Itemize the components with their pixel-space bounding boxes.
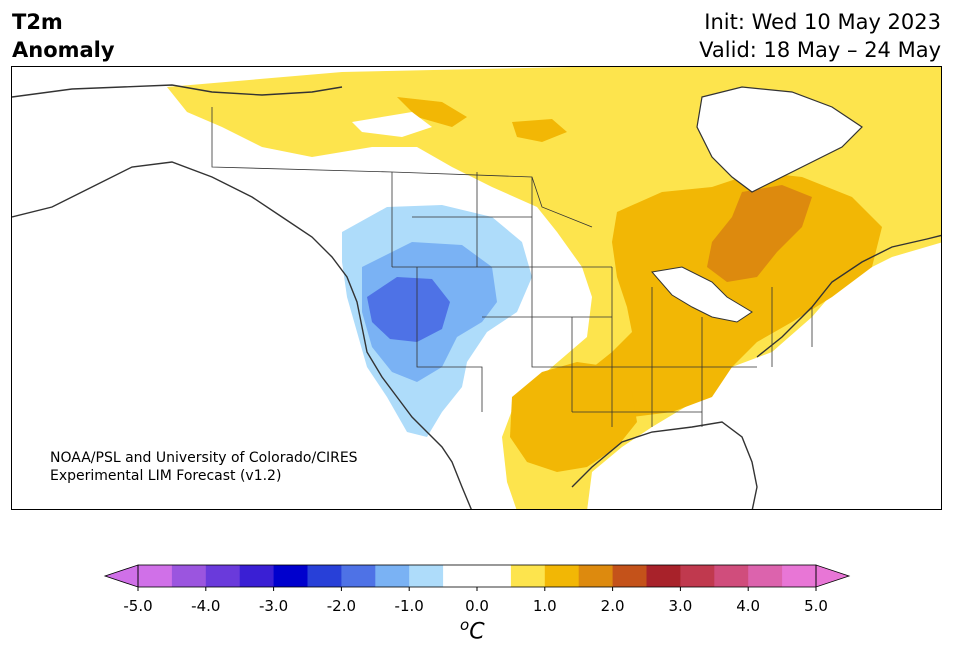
dark-orange-anomaly-great-lakes	[707, 185, 812, 282]
map-canvas	[12, 67, 941, 509]
political-borders	[211, 107, 813, 427]
colorbar-segment	[544, 565, 580, 587]
neutral-region	[352, 112, 432, 137]
unit-letter: C	[469, 619, 485, 645]
great-lakes	[651, 266, 753, 323]
orange-anomaly-north-canada-2	[512, 119, 567, 142]
anomaly-map: NOAA/PSL and University of Colorado/CIRE…	[11, 66, 942, 510]
colorbar-tick-label: -4.0	[191, 597, 221, 615]
coastline-east	[756, 234, 941, 358]
orange-anomaly-region-south	[510, 362, 637, 472]
title-line-2: Anomaly	[12, 38, 115, 62]
orange-anomaly-north-canada-1	[397, 97, 467, 127]
colorbar-tick-label: -2.0	[326, 597, 357, 615]
colorbar-segment	[443, 565, 478, 587]
colorbar-tick-label: -3.0	[258, 597, 289, 615]
colorbar-segment	[578, 565, 614, 587]
valid-date: Valid: 18 May – 24 May	[699, 38, 941, 62]
colorbar-segment	[138, 565, 173, 587]
unit-degree: o	[460, 616, 470, 634]
colorbar-tick-label: 0.0	[465, 597, 489, 615]
init-date: Init: Wed 10 May 2023	[704, 10, 941, 34]
colorbar-under-arrow	[103, 564, 139, 588]
colorbar-segment	[375, 565, 410, 587]
colorbar-segment	[714, 565, 749, 587]
colorbar-unit: oC	[460, 616, 485, 644]
colorbar-ticks	[137, 587, 817, 591]
coastline-gulf	[571, 421, 758, 509]
coastline-west	[12, 84, 472, 509]
colorbar-segment	[510, 565, 546, 587]
colorbar-segment	[273, 565, 308, 587]
colorbar-segment	[205, 565, 241, 587]
colorbar-segment	[646, 565, 681, 587]
colorbar-outline	[137, 564, 817, 588]
colorbar-segment	[680, 565, 715, 587]
colorbar-segment	[748, 565, 783, 587]
colorbar-over-arrow	[815, 564, 851, 588]
colorbar-segment	[477, 565, 512, 587]
colorbar-segment	[307, 565, 342, 587]
orange-anomaly-region-east	[577, 172, 882, 417]
colorbar-segments	[138, 565, 817, 587]
colorbar-tick-label: 1.0	[532, 597, 557, 615]
colorbar-segment	[171, 565, 207, 587]
colorbar-tick-label: 4.0	[736, 597, 761, 615]
credit-text: NOAA/PSL and University of Colorado/CIRE…	[50, 449, 358, 485]
credit-line-2: Experimental LIM Forecast (v1.2)	[50, 468, 282, 484]
colorbar-segment	[239, 565, 275, 587]
colorbar-tick-label: 3.0	[668, 597, 693, 615]
title-line-1: T2m	[12, 10, 63, 34]
cool-anomaly-strong	[367, 277, 450, 342]
colorbar-tick-label: 5.0	[804, 597, 828, 615]
colorbar-tick-label: 2.0	[600, 597, 625, 615]
colorbar-segment	[409, 565, 444, 587]
colorbar-segment	[341, 565, 376, 587]
forecast-dates: Init: Wed 10 May 2023 Valid: 18 May – 24…	[699, 8, 941, 64]
colorbar-segment	[612, 565, 647, 587]
colorbar-tick-label: -1.0	[394, 597, 424, 615]
credit-line-1: NOAA/PSL and University of Colorado/CIRE…	[50, 450, 358, 466]
colorbar-segment	[782, 565, 817, 587]
hudson-bay	[696, 86, 863, 193]
colorbar-tick-label: -5.0	[123, 597, 153, 615]
map-title: T2m Anomaly	[12, 8, 115, 64]
